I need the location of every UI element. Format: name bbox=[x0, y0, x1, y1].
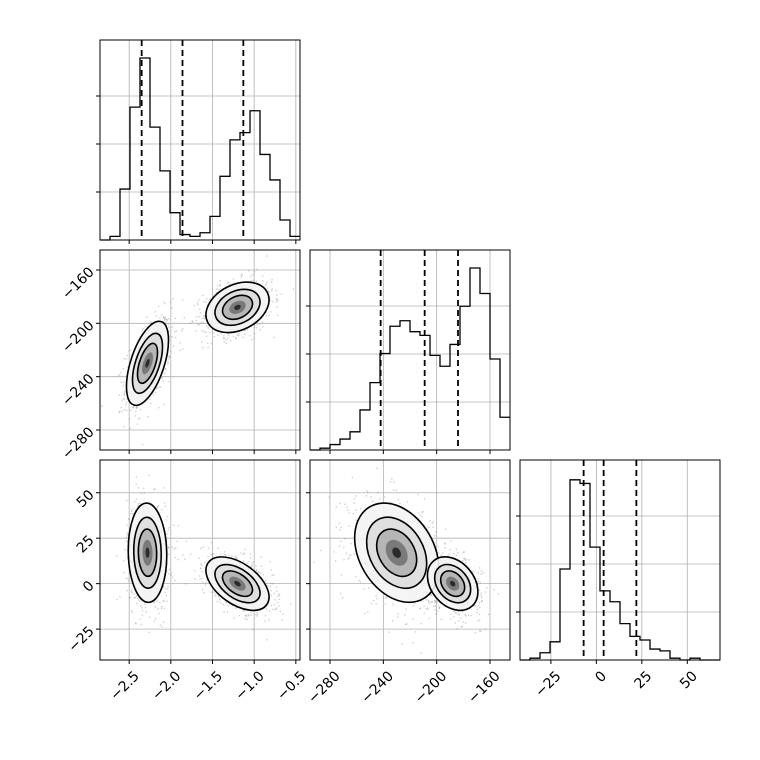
joint-content bbox=[100, 460, 300, 660]
panel-frame bbox=[99, 39, 301, 241]
density-contour bbox=[145, 547, 150, 558]
y-tick-label: −240 bbox=[59, 371, 98, 410]
x-tick-label: −1.0 bbox=[232, 668, 267, 703]
joint-panel-1 bbox=[99, 459, 301, 661]
x-tick-label: −200 bbox=[412, 668, 451, 707]
y-tick-label: −25 bbox=[65, 623, 97, 655]
x-tick-label: 25 bbox=[632, 668, 656, 692]
density-contour bbox=[145, 358, 150, 368]
hist-panel-1 bbox=[306, 249, 511, 451]
hist-bar bbox=[100, 57, 300, 241]
density-contour bbox=[392, 547, 402, 558]
y-tick-label: −280 bbox=[59, 424, 98, 463]
x-tick-label: −2.5 bbox=[107, 668, 142, 703]
x-tick-label: −25 bbox=[532, 668, 564, 700]
panel-frame bbox=[519, 459, 721, 661]
panel-frame bbox=[99, 459, 301, 661]
y-tick-label: 25 bbox=[74, 533, 98, 557]
density-contour bbox=[450, 580, 456, 587]
x-tick-label: −160 bbox=[465, 668, 504, 707]
x-tick-label: −0.5 bbox=[274, 668, 309, 703]
x-tick-label: 0 bbox=[592, 668, 610, 686]
x-tick-label: 50 bbox=[677, 668, 701, 692]
x-tick-label: −1.5 bbox=[191, 668, 226, 703]
density-contour bbox=[234, 304, 241, 310]
panel-frame bbox=[309, 249, 511, 451]
joint-content bbox=[310, 460, 510, 660]
y-tick-label: 0 bbox=[80, 578, 98, 596]
y-tick-label: −200 bbox=[59, 318, 98, 357]
x-tick-label: −280 bbox=[305, 668, 344, 707]
joint-panel-0 bbox=[99, 249, 301, 451]
hist-bar bbox=[520, 479, 720, 661]
joint-panel-2 bbox=[309, 459, 511, 661]
y-tick-label: 50 bbox=[74, 487, 98, 511]
y-tick-label: −160 bbox=[59, 264, 98, 303]
panel-frame bbox=[309, 459, 511, 661]
x-tick-label: −2.0 bbox=[149, 668, 184, 703]
joint-content bbox=[100, 250, 300, 450]
hist-panel-2 bbox=[516, 459, 721, 661]
x-tick-label: −240 bbox=[358, 668, 397, 707]
hist-panel-0 bbox=[96, 39, 301, 241]
hist-bar bbox=[310, 267, 510, 451]
panel-frame bbox=[99, 249, 301, 451]
